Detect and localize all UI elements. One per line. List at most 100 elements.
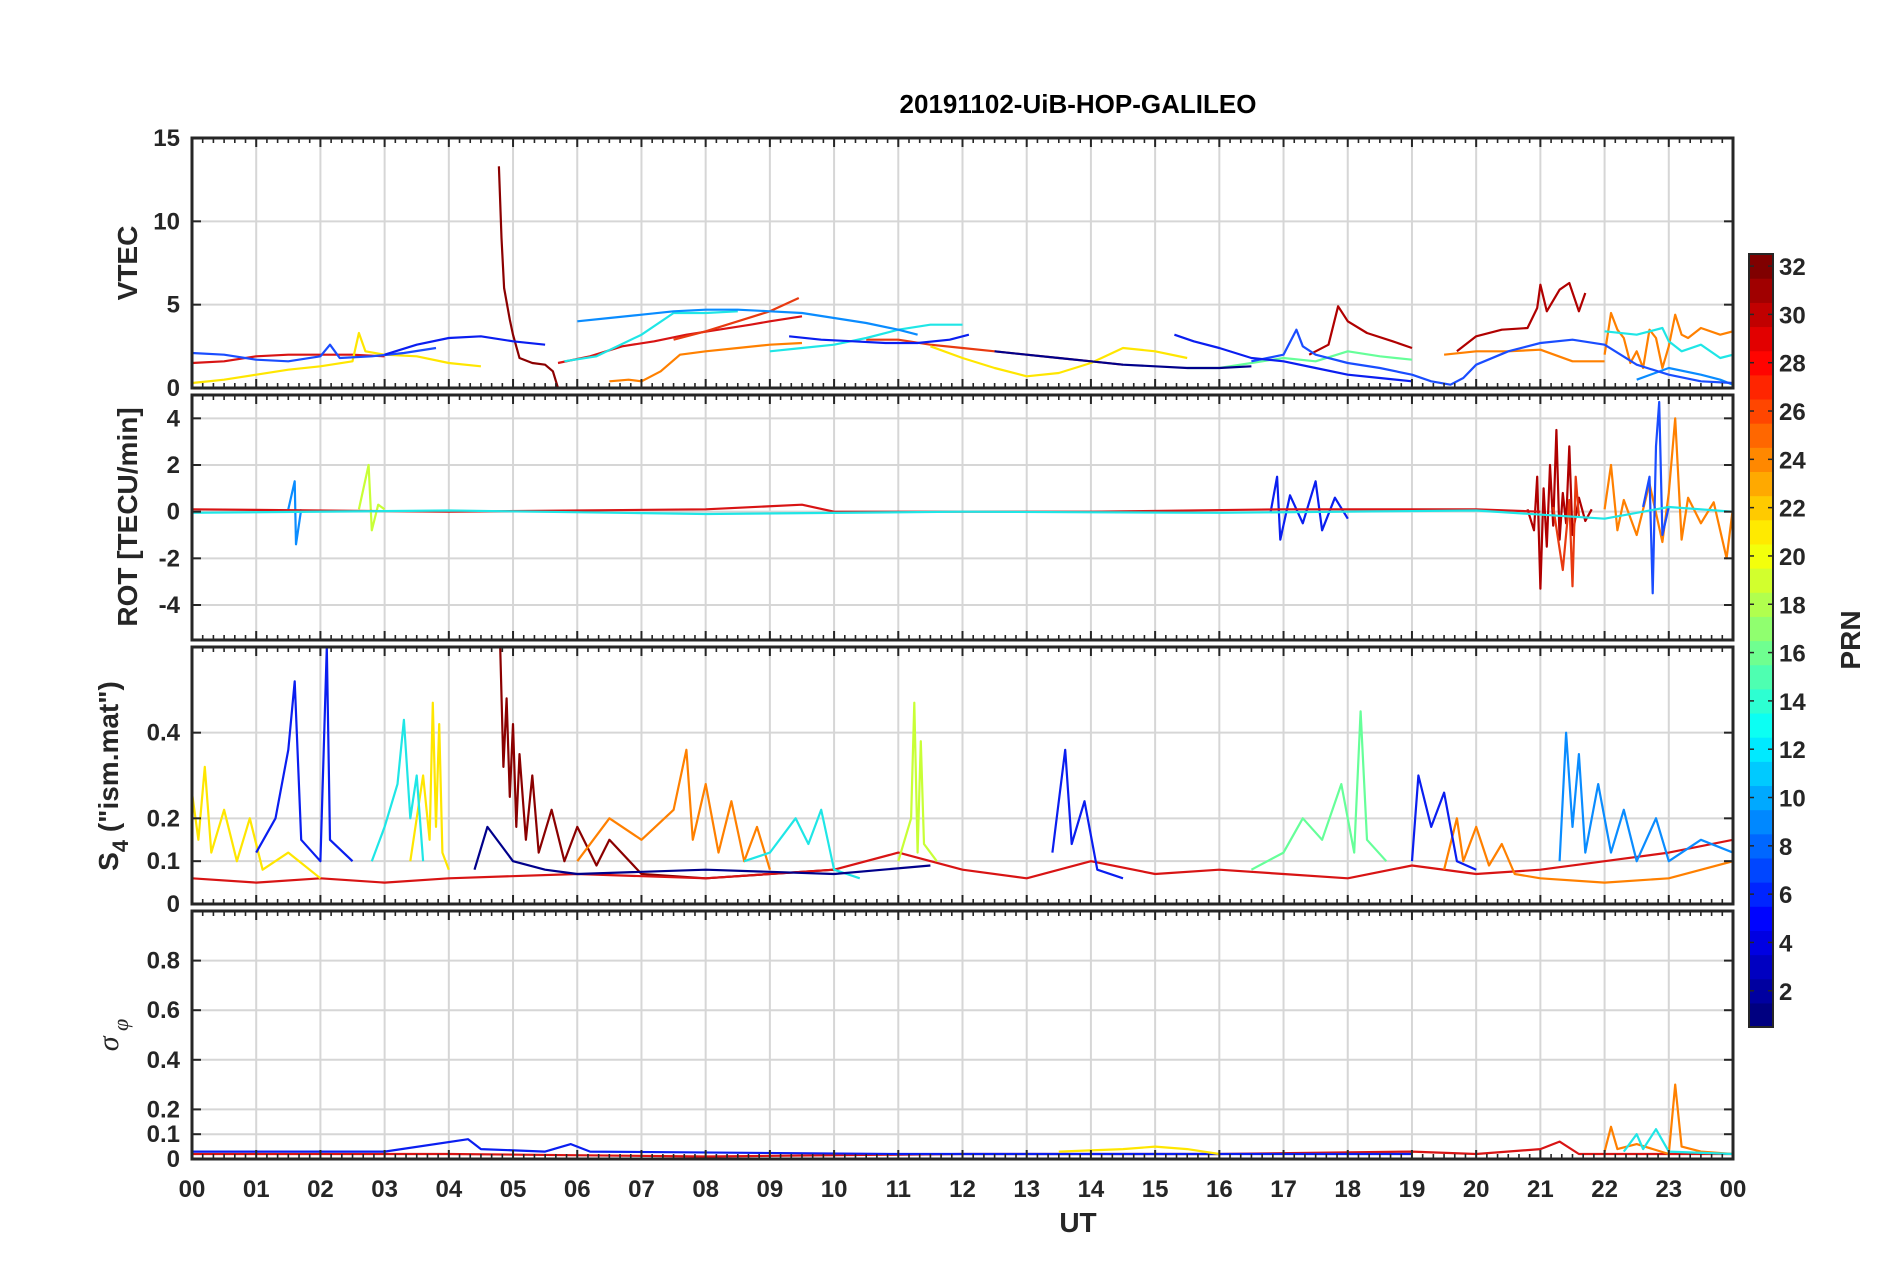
- x-tick-label: 00: [179, 1176, 206, 1203]
- colorbar-segment: [1749, 1002, 1773, 1028]
- colorbar-tick-label: 22: [1779, 496, 1806, 523]
- x-tick-label: 06: [564, 1176, 591, 1203]
- series-prn-27: [192, 838, 1733, 884]
- panel-4-ytick-label: 0.2: [147, 1096, 180, 1123]
- x-tick-label: 02: [307, 1176, 334, 1203]
- panel-3-ytick-label: 0.2: [147, 805, 180, 832]
- series-prn-13: [192, 505, 1733, 520]
- colorbar-frame: [1748, 253, 1774, 1028]
- colorbar-segment: [1749, 906, 1773, 931]
- panel-2-data: [192, 400, 1733, 595]
- x-tick-label: 04: [435, 1176, 462, 1203]
- colorbar-segment: [1749, 809, 1773, 835]
- series-prn-4: [1410, 774, 1477, 871]
- colorbar-segment: [1749, 761, 1773, 787]
- colorbar-segment: [1749, 568, 1773, 593]
- panel-1-frame: [190, 136, 1735, 390]
- panel-4-ytick-label: 0.1: [147, 1121, 180, 1148]
- series-prn-31: [499, 647, 835, 880]
- colorbar-tick-label: 8: [1779, 834, 1792, 861]
- x-tick-label: 16: [1206, 1176, 1233, 1203]
- colorbar-segment: [1749, 374, 1773, 400]
- x-tick-label: 11: [886, 1176, 911, 1203]
- series-prn-27: [192, 353, 385, 365]
- series-prn-13: [1604, 326, 1733, 360]
- series-prn-31: [497, 166, 560, 388]
- colorbar-segment: [1749, 616, 1773, 642]
- panel-4-ytick-label: 0.4: [147, 1047, 181, 1074]
- colorbar-tick-label: 18: [1779, 592, 1806, 619]
- panel-2: -4 -2 0 2 4 ROT [TECU/min]: [112, 393, 1735, 642]
- panel-4-ytick-label: 0.6: [147, 997, 180, 1024]
- series-prn-4: [1174, 333, 1413, 383]
- panel-3-ytick-label: 0.4: [147, 720, 181, 747]
- x-tick-label: 10: [821, 1176, 848, 1203]
- panel-2-ylabel: ROT [TECU/min]: [112, 407, 143, 626]
- colorbar-segment: [1749, 954, 1773, 980]
- x-tick-label: 17: [1270, 1176, 1297, 1203]
- panel-2-frame: [190, 393, 1735, 642]
- colorbar-label: PRN: [1835, 610, 1866, 669]
- series-prn-30: [1456, 281, 1587, 353]
- colorbar-tick-label: 14: [1779, 689, 1806, 716]
- series-prn-27: [557, 315, 803, 365]
- series-prn-16: [1250, 710, 1388, 871]
- x-tick-label: 12: [949, 1176, 976, 1203]
- colorbar-tick-label: 32: [1779, 254, 1806, 281]
- series-prn-23: [576, 748, 771, 871]
- x-tick-label: 05: [500, 1176, 527, 1203]
- colorbar-tick-label: 30: [1779, 302, 1806, 329]
- x-tick-label: 03: [371, 1176, 398, 1203]
- colorbar-tick-label: 2: [1779, 979, 1792, 1006]
- x-tick-label: 08: [692, 1176, 719, 1203]
- panel-1: 0 5 10 15 VTEC: [112, 125, 1735, 402]
- series-prn-20: [930, 345, 1188, 378]
- series-prn-26: [1552, 475, 1580, 588]
- x-tick-label: 13: [1013, 1176, 1040, 1203]
- series-prn-4: [384, 335, 546, 356]
- series-prn-4: [1051, 748, 1124, 880]
- colorbar-segment: [1749, 326, 1773, 352]
- x-tick-label: 20: [1463, 1176, 1490, 1203]
- series-prn-20: [192, 765, 322, 880]
- colorbar-tick-label: 6: [1779, 882, 1792, 909]
- series-prn-4: [255, 647, 354, 863]
- panel-2-ytick-label: 0: [167, 499, 180, 526]
- x-tick-label: 00: [1720, 1176, 1747, 1203]
- x-tick-label: 23: [1655, 1176, 1682, 1203]
- panel-4-ytick-label: 0.8: [147, 948, 180, 975]
- x-tick-label: 09: [757, 1176, 784, 1203]
- panel-2-ytick-label: -4: [159, 592, 181, 619]
- colorbar-segment: [1749, 471, 1773, 497]
- colorbar-tick-label: 16: [1779, 641, 1806, 668]
- panel-4: 00.10.2 0.4 0.6 0.8 σ φ: [92, 909, 1735, 1173]
- x-tick-label: 01: [243, 1176, 270, 1203]
- panel-1-ytick-label: 5: [167, 292, 180, 319]
- series-prn-2: [994, 350, 1252, 370]
- series-prn-7: [1251, 328, 1733, 386]
- series-prn-20: [1058, 1145, 1220, 1156]
- series-prn-23: [1443, 348, 1605, 363]
- colorbar-segment: [1749, 857, 1773, 883]
- x-tick-label: 18: [1334, 1176, 1361, 1203]
- x-axis-label: UT: [1059, 1207, 1096, 1238]
- series-prn-13: [370, 718, 425, 862]
- panel-3-ytick-label: 0: [167, 891, 180, 918]
- panel-2-ytick-label: -2: [159, 545, 180, 572]
- colorbar-segment: [1749, 423, 1773, 448]
- panel-1-ytick-label: 10: [153, 208, 180, 235]
- panel-4-ytick-label: 0: [167, 1146, 180, 1173]
- series-prn-13: [769, 323, 963, 353]
- x-tick-label: 14: [1078, 1176, 1105, 1203]
- colorbar-segment: [1749, 278, 1773, 303]
- panel-1-ytick-label: 0: [167, 375, 180, 402]
- colorbar-segment: [1749, 519, 1773, 545]
- chart-title: 20191102-UiB-HOP-GALILEO: [900, 89, 1257, 119]
- series-prn-20: [192, 331, 482, 385]
- panel-3-ylabel: S4 ("ism.mat"): [93, 681, 133, 871]
- colorbar-tick-label: 28: [1779, 351, 1806, 378]
- x-tick-label: 22: [1591, 1176, 1618, 1203]
- series-prn-13: [743, 808, 861, 880]
